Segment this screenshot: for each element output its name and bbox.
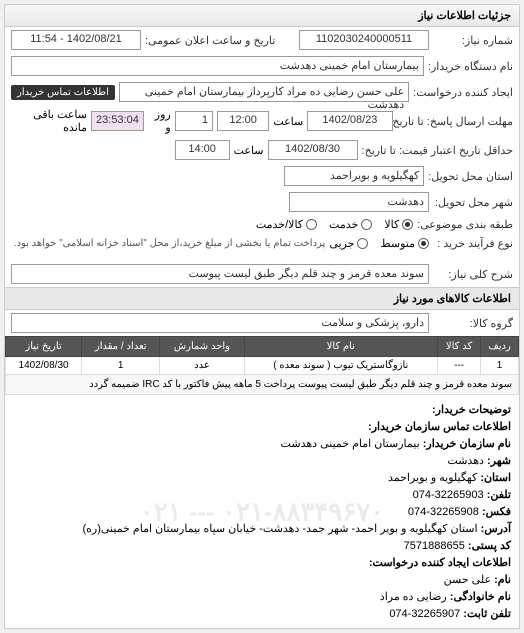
org-address-label: آدرس: [481, 523, 511, 535]
org-name-value: بیمارستان امام خمینی دهدشت [281, 438, 420, 450]
person-phone-label: تلفن ثابت: [463, 608, 511, 620]
goods-group-label: گروه کالا: [433, 317, 513, 330]
deadline-day-label: روز و [148, 108, 171, 134]
table-row: 1 --- نازوگاستریک تیوب ( سوند معده ) عدد… [6, 357, 519, 375]
announce-value: 1402/08/21 - 11:54 [11, 30, 141, 50]
deadline-time-label: ساعت [273, 115, 303, 128]
col-qty: تعداد / مقدار [82, 337, 160, 357]
validity-time: 14:00 [175, 140, 230, 160]
category-option-goods[interactable]: کالا [384, 218, 413, 231]
contact-buyer-button[interactable]: اطلاعات تماس خریدار [11, 85, 115, 100]
radio-icon [418, 238, 429, 249]
deadline-time: 12:00 [217, 111, 269, 131]
cell-desc: سوند معده قرمز و چند قلم دیگر طبق لیست پ… [6, 375, 519, 395]
process-option-minor[interactable]: جزیی [329, 237, 368, 250]
need-title-label: شرح کلی نیاز: [433, 268, 513, 281]
buyer-name-value: بیمارستان امام خمینی دهدشت [11, 56, 424, 76]
cell-name: نازوگاستریک تیوب ( سوند معده ) [244, 357, 437, 375]
category-option-service[interactable]: خدمت [329, 218, 372, 231]
need-title-value: سوند معده قرمز و چند قلم دیگر طبق لیست پ… [11, 264, 429, 284]
org-city-label: شهر: [487, 455, 511, 467]
announce-label: تاریخ و ساعت اعلان عمومی: [145, 34, 275, 47]
org-province-label: استان: [480, 472, 511, 484]
province-value: کهگیلویه و بویراحمد [284, 166, 424, 186]
deadline-label: مهلت ارسال پاسخ: تا تاریخ: [397, 115, 513, 128]
col-date: تاریخ نیاز [6, 337, 82, 357]
cell-date: 1402/08/30 [6, 357, 82, 375]
radio-icon [306, 219, 317, 230]
city-label: شهر محل تحویل: [433, 196, 513, 209]
org-phone-label: تلفن: [487, 489, 511, 501]
goods-group-value: دارو، پزشکی و سلامت [11, 313, 429, 333]
creator-section-label: اطلاعات ایجاد کننده درخواست: [369, 557, 511, 569]
goods-section-title: اطلاعات کالاهای مورد نیاز [5, 287, 519, 310]
deadline-date: 1402/08/23 [307, 111, 392, 131]
process-option-medium[interactable]: متوسط [380, 237, 429, 250]
radio-icon [357, 238, 368, 249]
person-family-label: نام خانوادگی: [450, 591, 511, 603]
deadline-remain-label: ساعت باقی مانده [11, 108, 87, 134]
category-label: طبقه بندی موضوعی: [417, 218, 513, 231]
col-row: ردیف [481, 337, 519, 357]
person-phone-value: 32265907-074 [389, 608, 460, 620]
province-label: استان محل تحویل: [428, 170, 513, 183]
process-note: پرداخت تمام یا بخشی از مبلغ خرید،از محل … [14, 238, 326, 249]
org-name-label: نام سازمان خریدار: [423, 438, 511, 450]
col-name: نام کالا [244, 337, 437, 357]
category-radio-group: کالا خدمت کالا/خدمت [256, 218, 413, 231]
category-option-both[interactable]: کالا/خدمت [256, 218, 317, 231]
cell-row: 1 [481, 357, 519, 375]
org-postal-value: 7571888655 [404, 540, 465, 552]
creator-value: علی حسن رضایی ده مراد کارپرداز بیمارستان… [119, 82, 409, 102]
cell-unit: عدد [160, 357, 244, 375]
table-header-row: ردیف کد کالا نام کالا واحد شمارش تعداد /… [6, 337, 519, 357]
org-phone-value: 32265903-074 [413, 489, 484, 501]
org-postal-label: کد پستی: [468, 540, 511, 552]
deadline-remain: 23:53:04 [91, 111, 144, 131]
person-family-value: رضایی ده مراد [380, 591, 447, 603]
cell-code: --- [437, 357, 480, 375]
panel-title: جزئیات اطلاعات نیاز [5, 5, 519, 27]
org-address-value: استان کهگیلویه و بویر احمد- شهر جمد- دهد… [82, 523, 477, 535]
radio-icon [402, 219, 413, 230]
request-number-label: شماره نیاز: [433, 34, 513, 47]
request-number-value: 1102030240000511 [299, 30, 429, 50]
city-value: دهدشت [289, 192, 429, 212]
validity-date: 1402/08/30 [268, 140, 358, 160]
cell-qty: 1 [82, 357, 160, 375]
org-fax-label: فکس: [482, 506, 511, 518]
process-radio-group: متوسط جزیی [329, 237, 429, 250]
radio-icon [361, 219, 372, 230]
creator-label: ایجاد کننده درخواست: [413, 86, 513, 99]
validity-label: حداقل تاریخ اعتبار قیمت: تا تاریخ: [362, 144, 513, 157]
col-unit: واحد شمارش [160, 337, 244, 357]
col-code: کد کالا [437, 337, 480, 357]
org-province-value: کهگیلویه و بویراحمد [388, 472, 477, 484]
validity-time-label: ساعت [234, 144, 264, 157]
buyer-name-label: نام دستگاه خریدار: [428, 60, 513, 73]
deadline-day: 1 [175, 111, 213, 131]
org-fax-value: 32265908-074 [408, 506, 479, 518]
org-city-value: دهدشت [447, 455, 484, 467]
org-section-label: اطلاعات تماس سازمان خریدار: [368, 421, 511, 433]
buyer-desc-label: توضیحات خریدار: [432, 404, 511, 416]
goods-table: ردیف کد کالا نام کالا واحد شمارش تعداد /… [5, 336, 519, 395]
table-desc-row: سوند معده قرمز و چند قلم دیگر طبق لیست پ… [6, 375, 519, 395]
process-label: نوع فرآیند خرید : [433, 237, 513, 250]
